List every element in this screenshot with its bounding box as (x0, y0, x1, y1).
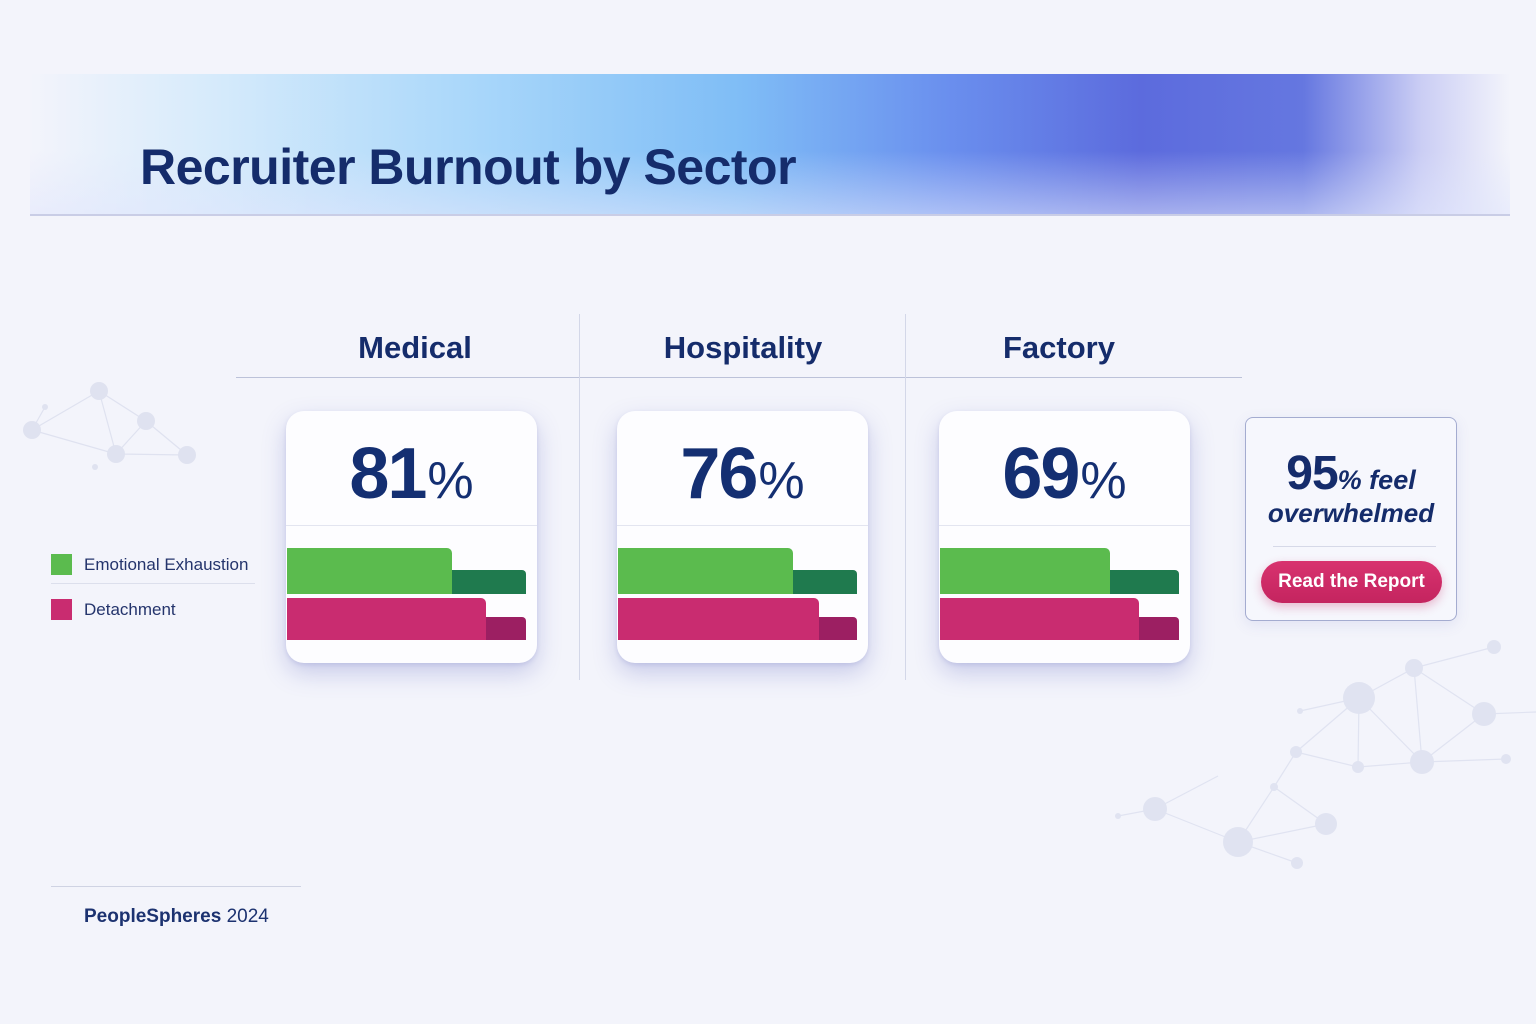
bar-segment-main (940, 598, 1139, 640)
legend-label: Emotional Exhaustion (84, 554, 249, 574)
footer-brand: PeopleSpheres (84, 906, 222, 927)
sector-header-medical: Medical (358, 330, 472, 365)
legend-swatch-green (51, 554, 72, 575)
bar-emotional-exhaustion (618, 548, 857, 594)
value-number: 69 (1002, 434, 1080, 514)
sector-card-hospitality: 76% (617, 411, 868, 663)
bar-detachment (287, 598, 526, 640)
value-number: 76 (680, 434, 758, 514)
bar-segment-main (618, 598, 819, 640)
summary-divider (1273, 546, 1436, 547)
bar-segment-main (287, 548, 452, 594)
sector-card-factory: 69% (939, 411, 1190, 663)
card-divider (617, 525, 868, 526)
value-unit: % (1080, 452, 1127, 510)
sector-value: 76% (617, 433, 868, 525)
summary-subline: overwhelmed (1267, 498, 1435, 528)
summary-card: 95% feel overwhelmed Read the Report (1245, 417, 1457, 621)
summary-value: 95 (1286, 447, 1338, 500)
value-unit: % (758, 452, 805, 510)
footer-year: 2024 (226, 906, 269, 927)
footer-divider (51, 886, 301, 887)
bar-segment-main (940, 548, 1110, 594)
column-divider (579, 314, 580, 680)
bar-segment-main (287, 598, 486, 640)
sector-header-hospitality: Hospitality (663, 330, 823, 365)
bar-emotional-exhaustion (940, 548, 1179, 594)
read-report-button[interactable]: Read the Report (1261, 561, 1442, 603)
bar-detachment (940, 598, 1179, 640)
sector-header-factory: Factory (1003, 330, 1115, 365)
header-banner (30, 74, 1510, 216)
network-decoration-left (23, 382, 196, 470)
sector-card-medical: 81% (286, 411, 537, 663)
summary-unit-text: % feel (1337, 465, 1416, 495)
bar-emotional-exhaustion (287, 548, 526, 594)
summary-headline: 95% feel (1246, 446, 1456, 501)
network-decoration-right (1115, 640, 1536, 869)
value-unit: % (427, 452, 474, 510)
sector-value: 69% (939, 433, 1190, 525)
legend-item-detachment: Detachment (51, 593, 255, 626)
sector-value: 81% (286, 433, 537, 525)
footer-credit: PeopleSpheres 2024 (84, 906, 269, 928)
legend-divider (51, 583, 255, 584)
legend-item-emotional-exhaustion: Emotional Exhaustion (51, 548, 255, 581)
card-divider (286, 525, 537, 526)
legend-label: Detachment (84, 599, 176, 619)
card-divider (939, 525, 1190, 526)
bar-segment-main (618, 548, 793, 594)
column-divider (905, 314, 906, 680)
legend-swatch-pink (51, 599, 72, 620)
chart-legend: Emotional Exhaustion Detachment (51, 548, 255, 626)
bar-detachment (618, 598, 857, 640)
page-title: Recruiter Burnout by Sector (140, 139, 797, 195)
header-divider (236, 377, 1242, 378)
value-number: 81 (349, 434, 427, 514)
